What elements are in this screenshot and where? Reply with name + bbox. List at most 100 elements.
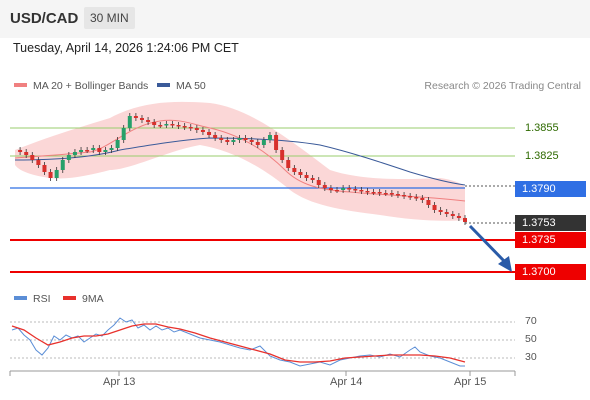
candle-body — [66, 155, 71, 160]
pivot-tag: 1.3790 — [515, 181, 586, 197]
candle-body — [359, 190, 364, 192]
candle-body — [30, 155, 35, 160]
candle-body — [389, 193, 394, 195]
candle-body — [310, 178, 315, 180]
candle-body — [188, 127, 193, 129]
candle-body — [200, 130, 205, 132]
candle-body — [347, 188, 352, 190]
candle-body — [444, 212, 449, 214]
rsi-tick-70: 70 — [525, 315, 537, 327]
rsi-swatch — [14, 296, 27, 301]
candle-body — [322, 185, 327, 188]
rsi-ma-swatch — [63, 296, 76, 301]
candle-body — [353, 189, 358, 191]
candle-body — [255, 142, 260, 145]
legend-ma50: MA 50 — [157, 80, 206, 92]
candle-body — [91, 148, 96, 150]
candle-body — [402, 195, 407, 197]
ma20-swatch — [14, 83, 27, 88]
candle-body — [127, 116, 132, 128]
timestamp: Tuesday, April 14, 2026 1:24:06 PM CET — [13, 41, 239, 55]
candle-body — [292, 168, 297, 172]
x-tick-apr14: Apr 14 — [330, 376, 363, 388]
rsi-tick-50: 50 — [525, 333, 537, 345]
level-label-r2: 1.3855 — [525, 122, 559, 134]
candle-body — [328, 188, 333, 190]
candles — [18, 113, 467, 225]
x-tick-apr15: Apr 15 — [454, 376, 487, 388]
candle-body — [207, 132, 212, 135]
candle-body — [85, 150, 90, 152]
candle-body — [341, 188, 346, 190]
bollinger-band — [15, 101, 465, 221]
candle-body — [463, 218, 467, 222]
candle-body — [261, 140, 266, 145]
rsi-legend-rsi: RSI — [14, 293, 51, 305]
candle-body — [243, 138, 248, 140]
candle-body — [414, 197, 419, 199]
rsi-legend-9ma: 9MA — [63, 293, 104, 305]
candle-body — [18, 150, 23, 152]
candle-body — [60, 160, 65, 170]
candle-body — [316, 180, 321, 185]
candle-body — [426, 200, 431, 205]
candle-body — [115, 140, 120, 148]
candle-body — [103, 150, 108, 152]
rsi-tick-30: 30 — [525, 351, 537, 363]
candle-body — [133, 116, 138, 118]
candle-body — [213, 135, 218, 138]
candle-body — [158, 125, 163, 127]
rsi-line — [11, 317, 465, 367]
candle-body — [121, 128, 126, 140]
candle-body — [450, 214, 455, 216]
candle-body — [72, 152, 77, 155]
candle-body — [225, 140, 230, 142]
forecast-arrow-head — [498, 256, 512, 272]
candle-body — [438, 210, 443, 212]
research-credit: Research © 2026 Trading Central — [424, 80, 581, 92]
candle-body — [267, 135, 272, 140]
candle-body — [152, 122, 157, 125]
candle-body — [274, 135, 279, 150]
x-tick-apr13: Apr 13 — [103, 376, 136, 388]
timeframe-button[interactable]: 30 MIN — [84, 7, 135, 29]
candle-body — [24, 152, 29, 155]
candle-body — [219, 138, 224, 140]
candle-body — [42, 165, 47, 172]
candle-body — [237, 138, 242, 140]
candle-body — [182, 126, 187, 128]
legend-ma20: MA 20 + Bollinger Bands — [14, 80, 148, 92]
candle-body — [432, 205, 437, 210]
ma20-label: MA 20 + Bollinger Bands — [33, 80, 149, 92]
ma50-line — [14, 137, 466, 186]
rsi-label: RSI — [33, 293, 51, 305]
candle-body — [456, 216, 461, 218]
support-tag-2: 1.3700 — [515, 264, 586, 280]
ma50-label: MA 50 — [176, 80, 206, 92]
candle-body — [146, 120, 151, 122]
candle-body — [420, 198, 425, 200]
candle-body — [365, 191, 370, 193]
ma50-swatch — [157, 83, 170, 88]
candle-body — [194, 128, 199, 130]
candle-body — [54, 170, 59, 178]
candle-body — [48, 172, 53, 178]
symbol-label: USD/CAD — [10, 10, 79, 27]
candle-body — [139, 118, 144, 120]
candle-body — [335, 190, 340, 192]
forecast-arrow-shaft — [468, 224, 508, 265]
candle-body — [371, 192, 376, 194]
rsi-ma-label: 9MA — [82, 293, 104, 305]
chart-header: USD/CAD 30 MIN — [0, 0, 590, 38]
candle-body — [176, 125, 181, 127]
candle-body — [249, 140, 254, 142]
candle-body — [170, 124, 175, 126]
candle-body — [377, 192, 382, 194]
level-label-r1: 1.3825 — [525, 150, 559, 162]
candle-body — [164, 124, 169, 126]
candle-body — [280, 150, 285, 160]
candle-body — [97, 148, 102, 152]
candle-body — [286, 160, 291, 168]
candle-body — [79, 150, 84, 152]
candle-body — [383, 193, 388, 195]
